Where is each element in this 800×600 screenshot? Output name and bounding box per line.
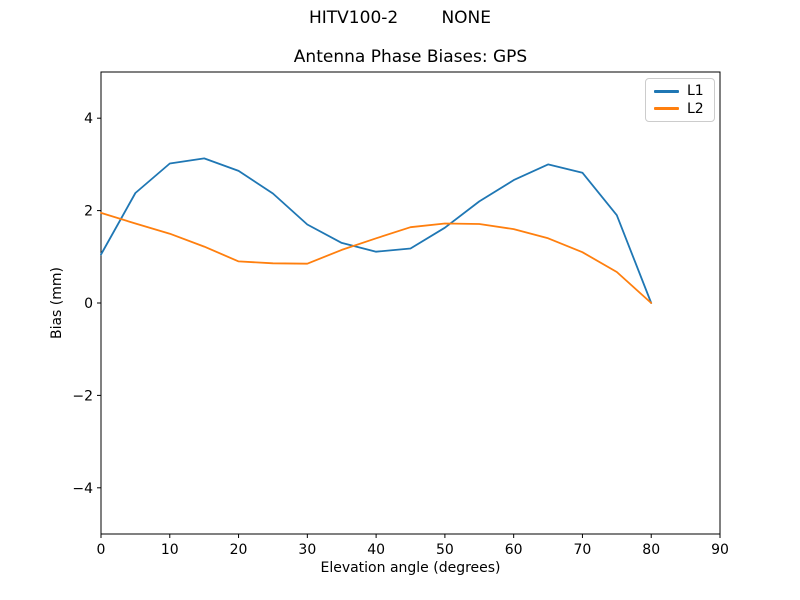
y-tick-label: 0 <box>84 296 93 312</box>
axes-frame <box>100 71 721 535</box>
l2-line-swatch <box>654 107 679 111</box>
x-tick-label: 0 <box>97 542 106 558</box>
x-tick-label: 40 <box>367 542 385 558</box>
x-tick-label: 50 <box>436 542 454 558</box>
x-tick-label: 10 <box>161 542 179 558</box>
figure-suptitle: HITV100-2 NONE <box>309 8 491 28</box>
y-tick-label: 4 <box>84 111 93 127</box>
x-axis-label: Elevation angle (degrees) <box>320 560 501 576</box>
series-line-l2 <box>100 211 653 304</box>
x-tick-label: 60 <box>505 542 523 558</box>
series-line-l1 <box>100 157 653 304</box>
y-tick-label: −4 <box>72 481 93 497</box>
legend-entry-l2: L2 <box>654 102 706 116</box>
x-tick-label: 20 <box>230 542 248 558</box>
legend-label-l1: L1 <box>687 83 704 100</box>
axes-title: Antenna Phase Biases: GPS <box>293 47 528 67</box>
x-tick-label: 70 <box>574 542 592 558</box>
x-tick-label: 90 <box>711 542 729 558</box>
y-tick-label: 2 <box>84 204 93 220</box>
x-tick-label: 80 <box>642 542 660 558</box>
legend-entry-l1: L1 <box>654 84 706 98</box>
x-tick-label: 30 <box>298 542 316 558</box>
legend: L1 L2 <box>645 78 715 122</box>
l1-line-swatch <box>654 89 679 93</box>
legend-label-l2: L2 <box>687 100 704 117</box>
y-tick-label: −2 <box>72 388 93 404</box>
y-axis-label: Bias (mm) <box>49 266 65 340</box>
